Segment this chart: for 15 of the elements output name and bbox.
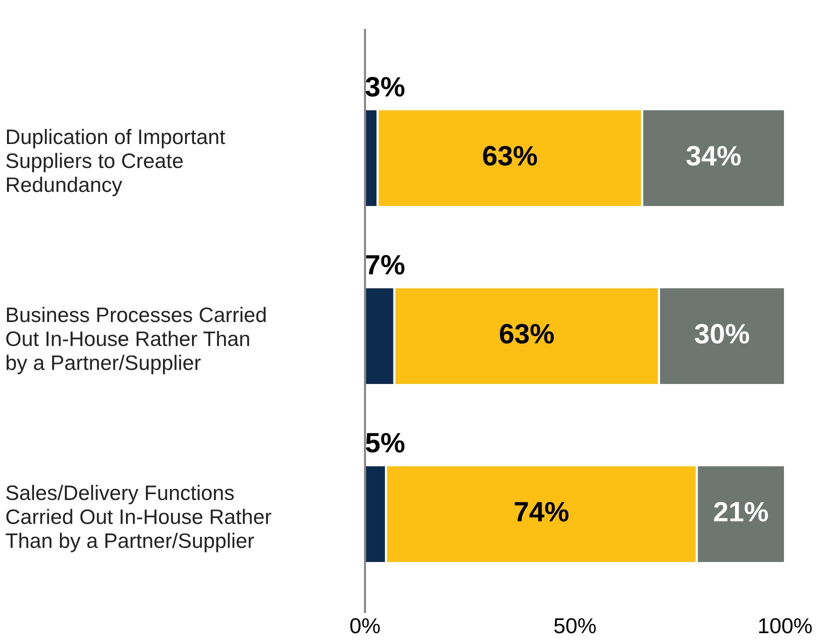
- data-label: 21%: [714, 502, 768, 522]
- data-label: 63%: [500, 324, 554, 344]
- data-label: 5%: [366, 432, 404, 453]
- data-label: 7%: [366, 254, 404, 275]
- y-tick-label: Duplication of Important Suppliers to Create Redundancy: [6, 128, 226, 196]
- x-tick-label: 0%: [350, 618, 380, 634]
- data-label: 34%: [686, 146, 741, 166]
- data-label: 30%: [694, 324, 750, 344]
- data-label: 74%: [514, 502, 568, 522]
- y-tick-label: Business Processes Carried Out In-House Rather Than by a Partner/Supplier: [6, 306, 266, 374]
- x-tick-label: 50%: [554, 618, 596, 634]
- data-label: 63%: [483, 146, 537, 166]
- y-tick-label: Sales/Delivery Functions Carried Out In-House Rather Than by a Partner/Supplier: [6, 484, 272, 552]
- x-tick-label: 100%: [759, 618, 812, 634]
- data-label: 3%: [366, 76, 404, 97]
